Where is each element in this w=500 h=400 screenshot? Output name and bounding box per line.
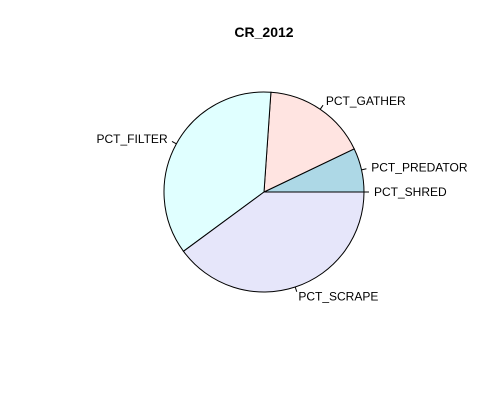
pie-label-pct-shred: PCT_SHRED bbox=[374, 185, 447, 199]
pie-labels: PCT_SHRED PCT_PREDATOR PCT_GATHER PCT_FILTE… bbox=[96, 94, 467, 303]
chart-title: CR_2012 bbox=[234, 24, 293, 40]
pie-label-pct-filter: PCT_FILTER bbox=[96, 132, 167, 146]
label-tick-pct-predator bbox=[361, 168, 367, 171]
pie-label-pct-predator: PCT_PREDATOR bbox=[371, 161, 468, 175]
pie-slice-pct-filter bbox=[163, 91, 272, 252]
label-tick-pct-gather bbox=[319, 104, 324, 110]
label-tick-pct-scrape bbox=[294, 286, 298, 292]
pie-label-pct-gather: PCT_GATHER bbox=[326, 94, 406, 108]
pie-label-pct-scrape: PCT_SCRAPE bbox=[298, 290, 378, 304]
pie-slices bbox=[163, 91, 365, 293]
pie-slice-pct-scrape bbox=[182, 191, 365, 293]
pie-slice-pct-gather bbox=[263, 91, 355, 193]
label-tick-pct-filter bbox=[171, 140, 177, 145]
